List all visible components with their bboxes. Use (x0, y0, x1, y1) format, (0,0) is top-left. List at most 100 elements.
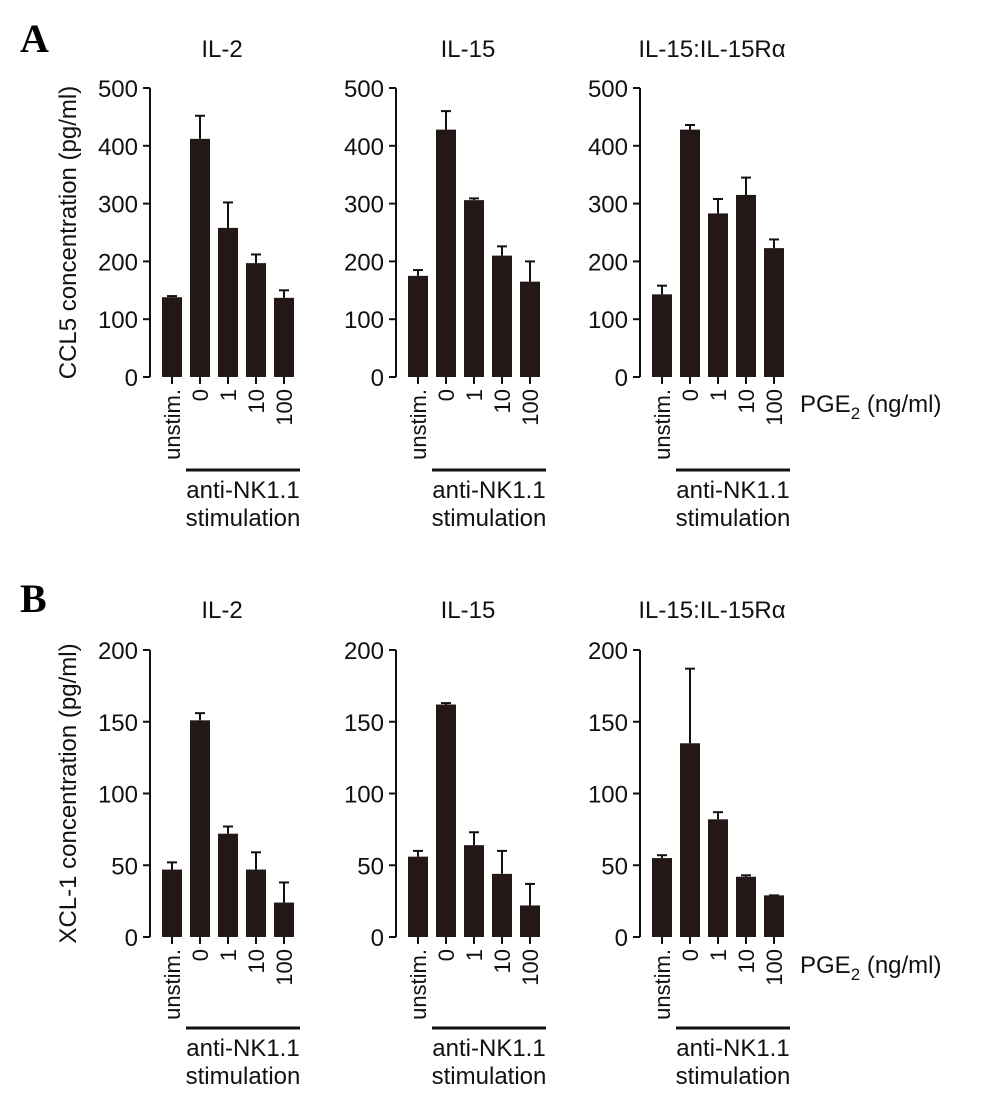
x-tick-label: 100 (272, 949, 297, 986)
y-axis-label: XCL-1 concentration (pg/ml) (55, 643, 82, 943)
x-tick-label: 100 (762, 389, 787, 426)
chart-title: IL-2 (201, 597, 242, 624)
x-tick-label: 100 (272, 389, 297, 426)
y-tick-label: 0 (371, 925, 384, 952)
pge-unit: (ng/ml) (860, 391, 941, 418)
pge-text: PGE (800, 952, 851, 979)
y-tick-label: 0 (371, 365, 384, 392)
bar (652, 858, 672, 937)
y-tick-label: 200 (344, 638, 384, 665)
bar (190, 138, 210, 377)
y-tick-label: 0 (125, 925, 138, 952)
stimulation-label-line2: stimulation (186, 505, 301, 532)
y-tick-label: 200 (588, 249, 628, 276)
x-tick-label: 100 (762, 949, 787, 986)
bar (492, 873, 512, 937)
x-tick-label: 100 (518, 949, 543, 986)
y-tick-label: 200 (344, 249, 384, 276)
stimulation-label-line2: stimulation (432, 505, 547, 532)
pge-label: PGE2 (ng/ml) (800, 391, 942, 423)
pge-text: PGE (800, 391, 851, 418)
x-tick-label: 100 (518, 389, 543, 426)
bar (764, 895, 784, 937)
x-tick-label: 10 (734, 949, 759, 973)
y-tick-label: 500 (98, 76, 138, 103)
bar (464, 200, 484, 377)
stimulation-label-line1: anti-NK1.1 (186, 477, 299, 504)
y-tick-label: 100 (344, 782, 384, 809)
pge-subscript: 2 (851, 404, 860, 423)
bar (652, 294, 672, 377)
chart-title: IL-15 (441, 597, 496, 624)
bar (162, 297, 182, 377)
x-tick-label: 0 (678, 949, 703, 961)
y-tick-label: 500 (588, 76, 628, 103)
y-tick-label: 50 (111, 853, 138, 880)
stimulation-label-line1: anti-NK1.1 (676, 1035, 789, 1062)
bar (764, 248, 784, 377)
y-tick-label: 0 (615, 365, 628, 392)
x-tick-label: 0 (434, 949, 459, 961)
y-tick-label: 100 (588, 307, 628, 334)
y-tick-label: 200 (98, 249, 138, 276)
x-tick-label: 0 (188, 389, 213, 401)
bar (492, 255, 512, 377)
x-tick-label: 0 (434, 389, 459, 401)
bar (708, 213, 728, 377)
y-tick-label: 300 (588, 192, 628, 219)
chart-title: IL-15 (441, 36, 496, 63)
x-tick-label: 10 (490, 389, 515, 413)
stimulation-label-line2: stimulation (676, 1063, 791, 1090)
stimulation-label-line1: anti-NK1.1 (676, 477, 789, 504)
bar (162, 869, 182, 937)
bar (436, 704, 456, 937)
y-tick-label: 100 (98, 307, 138, 334)
x-tick-label: 1 (216, 949, 241, 961)
x-tick-label: unstim. (406, 389, 431, 460)
y-tick-label: 300 (344, 192, 384, 219)
x-tick-label: 0 (678, 389, 703, 401)
y-tick-label: 150 (588, 710, 628, 737)
x-tick-label: unstim. (650, 389, 675, 460)
stimulation-label-line1: anti-NK1.1 (186, 1035, 299, 1062)
y-tick-label: 100 (344, 307, 384, 334)
y-tick-label: 400 (588, 134, 628, 161)
bar (274, 297, 294, 377)
y-tick-label: 300 (98, 192, 138, 219)
bar (520, 281, 540, 377)
x-tick-label: 1 (706, 389, 731, 401)
y-tick-label: 50 (357, 853, 384, 880)
x-tick-label: unstim. (406, 949, 431, 1020)
y-tick-label: 200 (98, 638, 138, 665)
panel-letter: B (20, 576, 47, 621)
x-tick-label: 10 (244, 949, 269, 973)
x-tick-label: 1 (706, 949, 731, 961)
x-tick-label: 10 (490, 949, 515, 973)
bar (408, 856, 428, 937)
pge-unit: (ng/ml) (860, 952, 941, 979)
bar (218, 833, 238, 937)
y-tick-label: 150 (98, 710, 138, 737)
y-tick-label: 100 (588, 782, 628, 809)
x-tick-label: 1 (216, 389, 241, 401)
x-tick-label: unstim. (650, 949, 675, 1020)
bar (464, 845, 484, 937)
x-tick-label: 1 (462, 949, 487, 961)
bar (218, 227, 238, 377)
bar (246, 869, 266, 937)
y-tick-label: 400 (344, 134, 384, 161)
chart-title: IL-2 (201, 36, 242, 63)
bar (274, 902, 294, 937)
y-tick-label: 0 (125, 365, 138, 392)
stimulation-label-line1: anti-NK1.1 (432, 1035, 545, 1062)
x-tick-label: unstim. (160, 949, 185, 1020)
bar (736, 876, 756, 937)
bar (680, 129, 700, 377)
x-tick-label: unstim. (160, 389, 185, 460)
y-tick-label: 500 (344, 76, 384, 103)
pge-label: PGE2 (ng/ml) (800, 952, 942, 984)
x-tick-label: 0 (188, 949, 213, 961)
chart-title: IL-15:IL-15Rα (638, 597, 785, 624)
y-tick-label: 50 (601, 853, 628, 880)
